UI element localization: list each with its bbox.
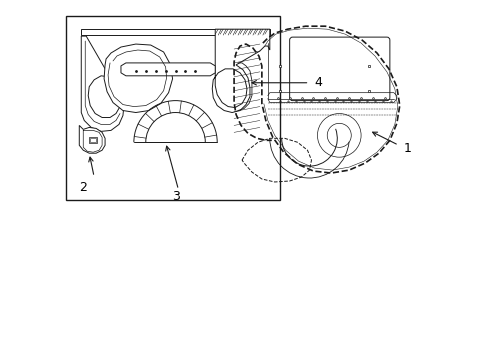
Polygon shape	[212, 29, 269, 113]
Text: 1: 1	[403, 142, 411, 155]
Polygon shape	[121, 63, 215, 76]
FancyBboxPatch shape	[289, 37, 389, 100]
Bar	[89, 137, 97, 143]
Polygon shape	[79, 125, 105, 153]
Bar	[90, 138, 96, 142]
Text: 3: 3	[171, 190, 179, 203]
Text: 4: 4	[314, 76, 322, 89]
Polygon shape	[104, 44, 172, 113]
Polygon shape	[81, 36, 123, 131]
Polygon shape	[81, 29, 269, 35]
Text: 2: 2	[79, 181, 87, 194]
Bar	[66, 16, 279, 200]
